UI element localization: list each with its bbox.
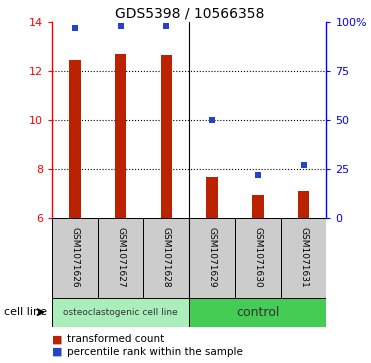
Text: GSM1071631: GSM1071631: [299, 227, 308, 288]
Bar: [189, 298, 326, 327]
Text: control: control: [236, 306, 279, 319]
Bar: [98, 218, 144, 298]
Text: cell line: cell line: [4, 307, 47, 317]
Text: ■: ■: [52, 347, 62, 357]
Title: GDS5398 / 10566358: GDS5398 / 10566358: [115, 7, 264, 21]
Bar: [235, 218, 281, 298]
Bar: [189, 218, 235, 298]
Bar: [298, 191, 309, 218]
Text: transformed count: transformed count: [67, 334, 164, 344]
Text: percentile rank within the sample: percentile rank within the sample: [67, 347, 243, 357]
Bar: [52, 218, 98, 298]
Bar: [69, 60, 81, 218]
Text: GSM1071627: GSM1071627: [116, 227, 125, 288]
Bar: [252, 195, 263, 218]
Bar: [52, 298, 189, 327]
Bar: [161, 55, 172, 218]
Text: ■: ■: [52, 334, 62, 344]
Text: osteoclastogenic cell line: osteoclastogenic cell line: [63, 308, 178, 317]
Text: GSM1071630: GSM1071630: [253, 227, 262, 288]
Text: GSM1071629: GSM1071629: [208, 227, 217, 288]
Bar: [144, 218, 189, 298]
Bar: [206, 178, 218, 218]
Bar: [115, 54, 126, 218]
Text: GSM1071626: GSM1071626: [70, 227, 79, 288]
Bar: [281, 218, 326, 298]
Text: GSM1071628: GSM1071628: [162, 227, 171, 288]
